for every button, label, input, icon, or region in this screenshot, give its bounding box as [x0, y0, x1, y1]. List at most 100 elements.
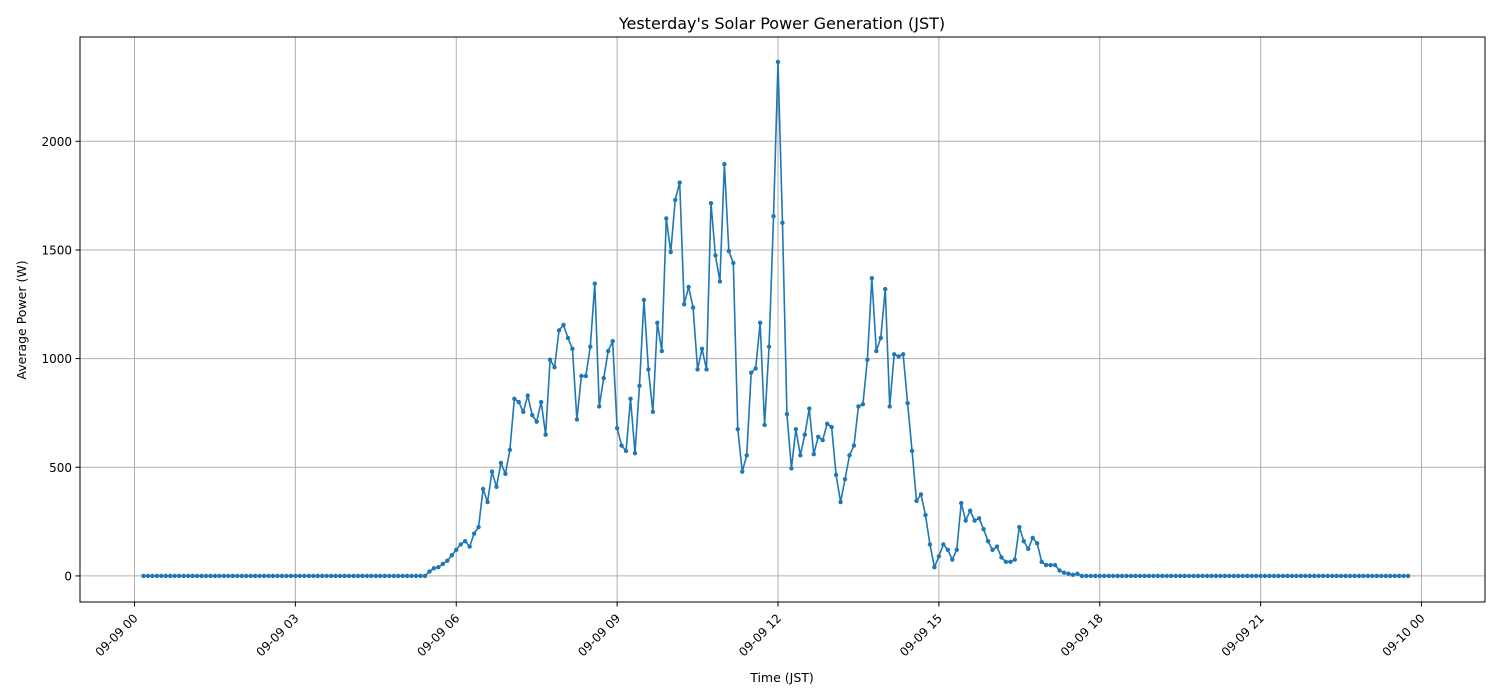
data-point	[1146, 573, 1152, 579]
data-point	[172, 573, 177, 579]
data-point	[503, 471, 508, 476]
data-point	[230, 573, 236, 579]
data-point	[418, 573, 423, 579]
data-point	[328, 573, 334, 579]
data-point	[570, 346, 575, 352]
data-point	[266, 573, 271, 579]
data-point	[753, 366, 758, 371]
data-point	[918, 492, 924, 497]
data-point	[1383, 573, 1388, 579]
data-point	[789, 466, 794, 471]
data-point	[1392, 573, 1397, 579]
data-point	[932, 565, 937, 570]
data-point	[1021, 538, 1026, 544]
data-point	[400, 573, 405, 579]
y-axis-label: Average Power (W)	[14, 260, 29, 379]
data-point	[1164, 573, 1169, 579]
data-point	[972, 518, 977, 523]
data-point	[945, 547, 951, 553]
data-point	[221, 573, 227, 579]
x-tick-label: 09-09 09	[575, 611, 623, 659]
data-point	[874, 348, 879, 354]
data-point	[1231, 573, 1237, 579]
data-point	[507, 447, 513, 453]
data-point	[896, 354, 901, 359]
data-point	[1316, 573, 1321, 579]
data-point	[784, 411, 790, 417]
data-point	[471, 531, 477, 536]
data-point	[378, 573, 383, 579]
data-point	[1017, 524, 1022, 530]
data-point	[1115, 573, 1120, 579]
data-point	[485, 499, 490, 505]
data-point	[467, 544, 472, 549]
data-point	[1240, 573, 1245, 579]
data-point	[605, 348, 611, 354]
data-point	[690, 305, 696, 310]
data-point	[847, 453, 852, 458]
data-point	[337, 573, 343, 579]
data-point	[579, 373, 584, 379]
data-point	[360, 573, 365, 579]
data-point	[1070, 572, 1076, 578]
data-point	[704, 367, 709, 372]
data-point	[261, 573, 267, 579]
data-point	[422, 573, 428, 579]
data-point	[914, 498, 919, 504]
data-point	[766, 344, 772, 349]
data-point	[1119, 573, 1125, 579]
data-point	[1039, 559, 1044, 564]
data-point	[1370, 573, 1375, 579]
data-point	[963, 518, 968, 523]
chart-title: Yesterday's Solar Power Generation (JST)	[618, 14, 945, 33]
data-point	[480, 486, 486, 492]
data-point	[909, 448, 915, 454]
data-point	[1043, 562, 1049, 568]
data-point	[1066, 571, 1071, 576]
data-point	[865, 357, 870, 362]
data-point	[981, 527, 986, 532]
data-point	[449, 553, 454, 558]
data-point	[355, 573, 361, 579]
data-point	[807, 406, 812, 411]
data-point	[1267, 573, 1272, 579]
data-point	[856, 404, 861, 409]
data-point	[673, 197, 678, 203]
data-point	[650, 409, 656, 415]
data-point	[1262, 573, 1268, 579]
data-point	[824, 421, 830, 427]
data-point	[1343, 573, 1348, 579]
data-point	[565, 335, 571, 341]
data-point	[735, 427, 740, 432]
data-point	[588, 344, 593, 349]
y-tick-label: 1500	[41, 243, 72, 257]
data-point	[1102, 573, 1107, 579]
data-point	[619, 443, 624, 448]
data-point	[556, 328, 562, 333]
y-tick-label: 2000	[41, 135, 72, 149]
data-point	[1133, 573, 1138, 579]
data-point	[976, 516, 982, 521]
data-point	[686, 284, 691, 290]
data-point	[185, 573, 191, 579]
data-point	[1365, 573, 1371, 579]
data-point	[1079, 573, 1085, 579]
x-tick-label: 09-09 00	[93, 611, 141, 659]
data-point	[409, 573, 414, 579]
data-point	[391, 573, 396, 579]
data-point	[994, 544, 1000, 549]
data-point	[351, 573, 356, 579]
data-point	[708, 201, 714, 206]
data-point	[695, 367, 700, 372]
data-point	[395, 573, 401, 579]
data-point	[583, 373, 589, 379]
data-point	[967, 508, 973, 513]
data-point	[659, 348, 665, 354]
data-point	[346, 573, 352, 579]
data-point	[319, 573, 325, 579]
data-point	[163, 573, 168, 579]
data-point	[1151, 573, 1156, 579]
data-point	[1294, 573, 1299, 579]
data-point	[802, 432, 808, 437]
data-point	[516, 399, 522, 405]
